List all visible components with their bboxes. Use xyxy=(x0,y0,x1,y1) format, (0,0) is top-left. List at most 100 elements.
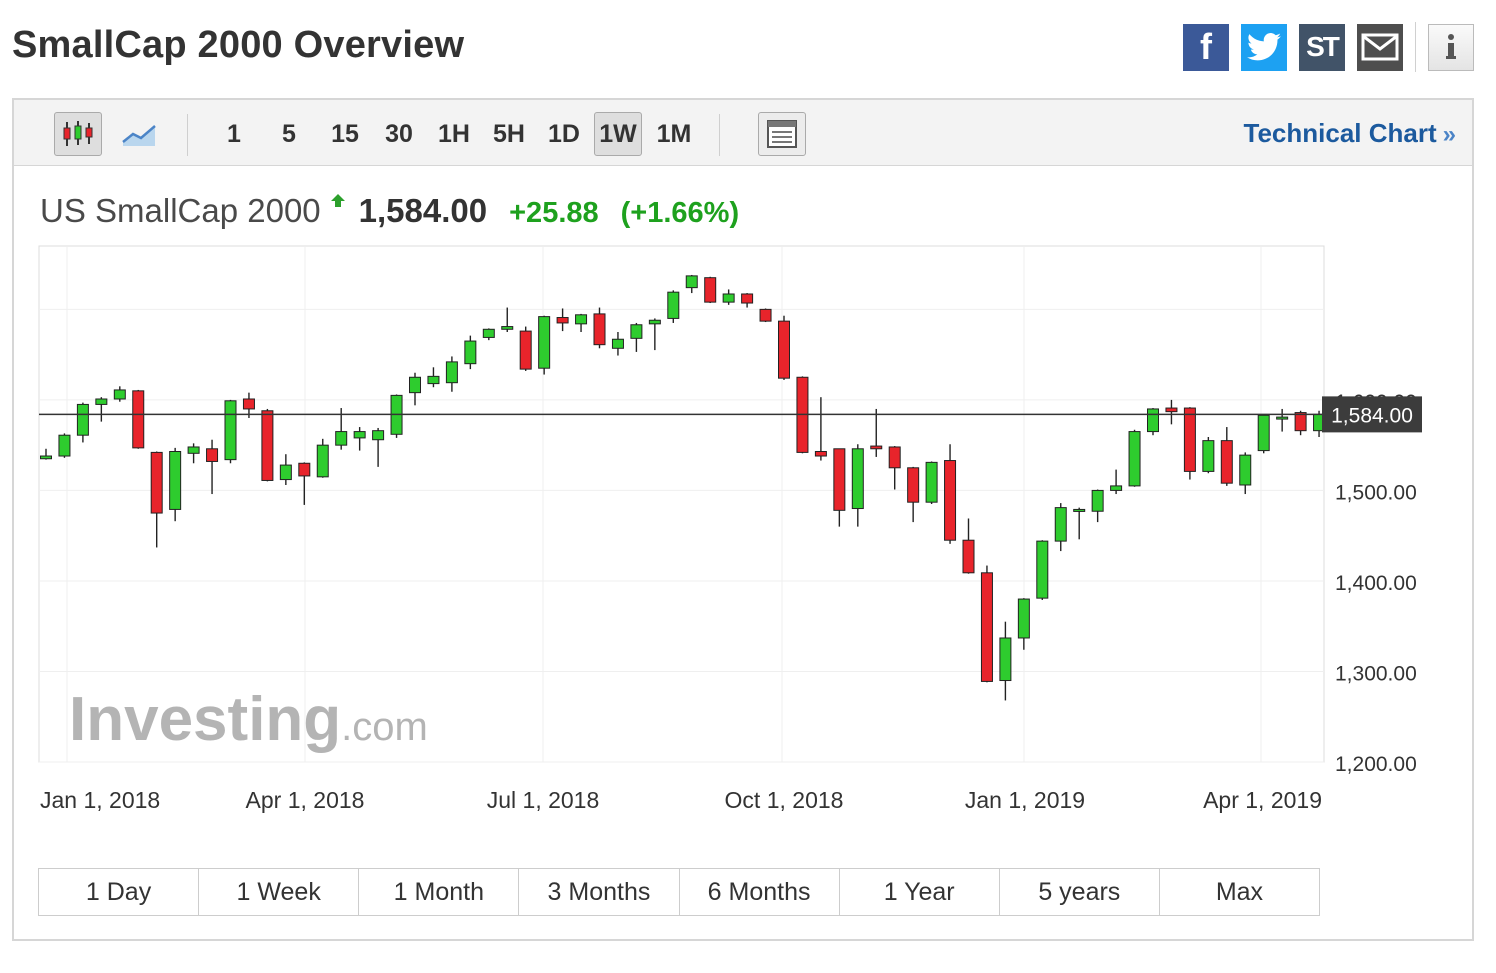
range-5-years[interactable]: 5 years xyxy=(999,869,1160,915)
candle-up xyxy=(1091,489,1104,512)
candle-down xyxy=(833,448,846,511)
candle-up xyxy=(1202,440,1215,472)
timeframe-1[interactable]: 1 xyxy=(227,119,241,148)
y-tick-label: 1,200.00 xyxy=(1335,753,1417,776)
facebook-icon[interactable]: f xyxy=(1183,23,1229,71)
candle-up xyxy=(648,319,661,325)
timeframe-15[interactable]: 15 xyxy=(331,119,359,148)
double-chevron-right-icon: » xyxy=(1442,121,1456,148)
candle-up xyxy=(40,455,52,460)
timeframe-30[interactable]: 30 xyxy=(385,119,413,148)
price-change-percent: (+1.66%) xyxy=(620,197,740,229)
candle-up xyxy=(1276,416,1289,420)
candlestick-chart[interactable]: Investing.com 1,200.00 1,300.00 1,400.00 1,5… xyxy=(14,100,1472,860)
timeframe-1h[interactable]: 1H xyxy=(438,119,470,148)
share-divider xyxy=(1415,22,1416,72)
plot-area xyxy=(38,245,1325,763)
candle-down xyxy=(593,313,606,346)
range-max[interactable]: Max xyxy=(1159,869,1319,915)
area-chart-icon[interactable] xyxy=(116,112,164,156)
range-selector: 1 Day 1 Week 1 Month 3 Months 6 Months 1… xyxy=(38,868,1320,916)
up-arrow-icon xyxy=(330,194,345,213)
candle-down xyxy=(814,450,827,457)
technical-chart-label: Technical Chart xyxy=(1243,118,1437,148)
range-1-day[interactable]: 1 Day xyxy=(39,869,200,915)
candle-up xyxy=(445,361,458,384)
watermark: Investing.com xyxy=(69,685,428,754)
stocktwits-icon[interactable]: ST xyxy=(1299,23,1345,71)
candle-down xyxy=(980,572,993,682)
candle-up xyxy=(925,461,938,503)
candle-up xyxy=(851,448,864,510)
candle-up xyxy=(1036,540,1049,599)
timeframe-5h[interactable]: 5H xyxy=(493,119,525,148)
candle-up xyxy=(667,291,680,319)
current-price-label: 1,584.00 xyxy=(1331,404,1413,427)
candle-down xyxy=(759,308,772,322)
twitter-icon[interactable] xyxy=(1241,23,1287,71)
range-3-months[interactable]: 3 Months xyxy=(519,869,680,915)
current-price-badge xyxy=(1322,396,1422,433)
range-1-month[interactable]: 1 Month xyxy=(359,869,520,915)
range-1-year[interactable]: 1 Year xyxy=(839,869,1000,915)
share-bar: f ST xyxy=(1171,22,1474,72)
candle-up xyxy=(501,326,514,330)
instrument-name: US SmallCap 2000 xyxy=(40,192,321,229)
candle-up xyxy=(722,293,735,303)
candlestick-chart-icon[interactable] xyxy=(54,112,102,156)
candle-down xyxy=(242,398,255,410)
candle-down xyxy=(298,462,311,477)
candle-down xyxy=(261,410,274,481)
candle-up xyxy=(76,403,89,436)
candle-up xyxy=(575,314,588,325)
candle-down xyxy=(519,330,532,370)
candle-down xyxy=(206,448,219,462)
candle-down xyxy=(1294,412,1307,432)
email-icon[interactable] xyxy=(1357,23,1403,71)
candle-down xyxy=(556,317,569,324)
x-tick-label: Jan 1, 2018 xyxy=(40,787,160,813)
candle-up xyxy=(95,398,108,405)
info-icon[interactable] xyxy=(1428,23,1474,71)
candle-down xyxy=(888,446,901,469)
last-price: 1,584.00 xyxy=(358,192,488,229)
candle-up xyxy=(427,375,440,385)
candle-up xyxy=(169,450,182,510)
technical-chart-link[interactable]: Technical Chart» xyxy=(1244,118,1456,149)
candle-up xyxy=(1054,507,1067,542)
chart-toolbar: 1 5 15 30 1H 5H 1D 1W 1M Technical Chart… xyxy=(14,100,1472,166)
x-tick-label: Apr 1, 2019 xyxy=(1203,787,1322,813)
y-tick-label: 1,300.00 xyxy=(1335,662,1417,685)
toolbar-divider xyxy=(719,114,720,156)
candle-up xyxy=(58,434,71,457)
candle-up xyxy=(335,431,348,446)
price-change: +25.88 xyxy=(509,197,599,229)
timeframe-1d[interactable]: 1D xyxy=(548,119,580,148)
candle-up xyxy=(630,324,643,339)
timeframe-1m[interactable]: 1M xyxy=(656,119,692,148)
x-tick-label: Oct 1, 2018 xyxy=(725,787,844,813)
page-title: SmallCap 2000 Overview xyxy=(12,24,465,66)
range-1-week[interactable]: 1 Week xyxy=(199,869,360,915)
candle-down xyxy=(778,320,790,379)
candle-down xyxy=(704,277,717,303)
candle-up xyxy=(1147,408,1159,433)
candle-up xyxy=(187,446,200,454)
candle-up xyxy=(1239,454,1252,486)
chart-panel: 1 5 15 30 1H 5H 1D 1W 1M Technical Chart… xyxy=(12,98,1474,941)
candle-up xyxy=(1017,598,1030,639)
timeframe-5[interactable]: 5 xyxy=(282,119,296,148)
layout-icon[interactable] xyxy=(758,112,806,156)
x-tick-label: Apr 1, 2018 xyxy=(246,787,365,813)
candle-down xyxy=(1183,407,1196,472)
candle-up xyxy=(1073,508,1086,512)
candle-up xyxy=(353,431,366,439)
timeframe-1w[interactable]: 1W xyxy=(594,112,642,156)
candle-up xyxy=(1257,414,1270,452)
range-6-months[interactable]: 6 Months xyxy=(679,869,840,915)
y-tick-label: 1,400.00 xyxy=(1335,572,1417,595)
candle-down xyxy=(962,539,975,574)
candle-up xyxy=(482,328,495,338)
candle-down xyxy=(132,390,145,449)
candle-up xyxy=(409,376,421,394)
